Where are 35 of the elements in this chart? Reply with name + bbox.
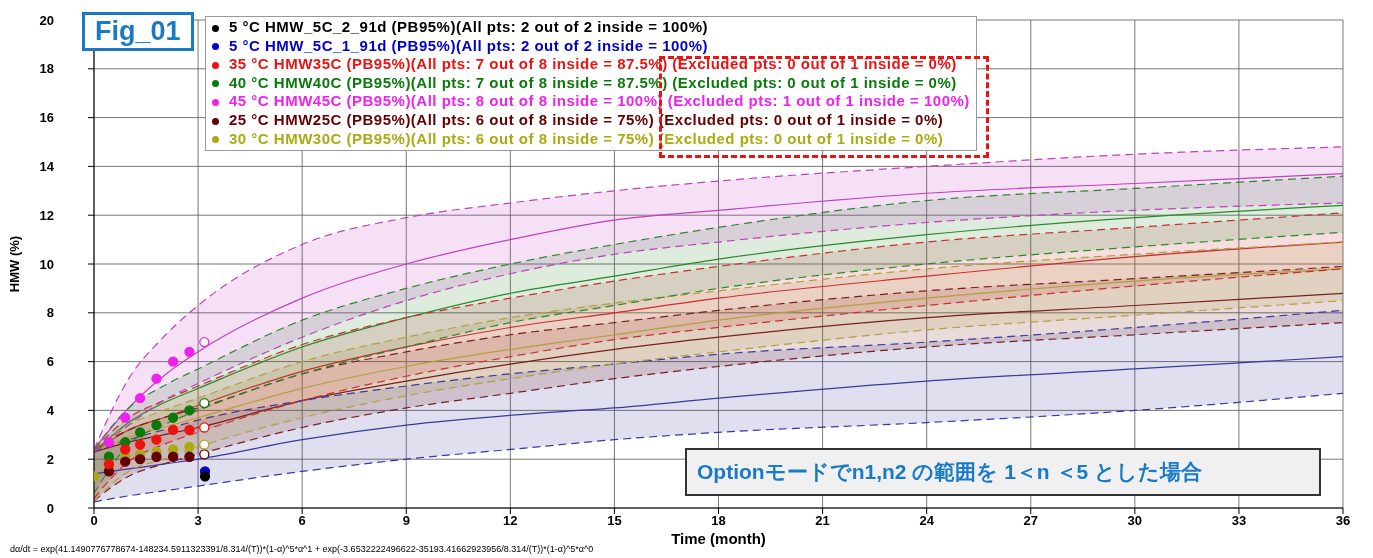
x-tick-label: 33: [1231, 513, 1247, 529]
x-tick-label: 24: [919, 513, 935, 529]
x-tick-label: 6: [298, 513, 306, 529]
y-tick-label: 6: [46, 354, 54, 370]
legend-label: 5 °C HMW_5C_2_91d (PB95%)(All pts: 2 out of 2 inside = 100%): [228, 18, 710, 37]
y-tick-label: 18: [39, 61, 54, 77]
y-tick-label: 4: [46, 403, 55, 419]
x-tick-label: 18: [711, 513, 726, 529]
x-axis-title: Time (month): [671, 530, 766, 547]
x-tick-label: 3: [194, 513, 202, 529]
annotation: Optionモードでn1,n2 の範囲を 1＜n ＜5 とした場合: [697, 459, 1203, 485]
x-tick-label: 27: [1023, 513, 1038, 529]
y-tick-label: 14: [39, 159, 55, 175]
legend-label: 40 °C HMW40C (PB95%)(All pts: 7 out of 8 inside = 87.5%) (Excluded pts: 0 out of 1 inside = 0%): [228, 73, 958, 93]
x-tick-label: 12: [503, 513, 518, 529]
chart-title: Fig_01: [82, 12, 194, 51]
y-axis-title: HMW (%): [6, 235, 22, 293]
x-tick-label: 21: [815, 513, 830, 529]
x-tick-label: 30: [1127, 513, 1143, 529]
legend-label: 5 °C HMW_5C_1_91d (PB95%)(All pts: 2 out of 2 inside = 100%): [228, 36, 710, 56]
x-tick-label: 0: [90, 513, 98, 529]
legend-label: 35 °C HMW35C (PB95%)(All pts: 7 out of 8 inside = 87.5%) (Excluded pts: 0 out of 1 inside = 0%): [228, 55, 958, 74]
y-tick-label: 2: [46, 451, 54, 467]
text: dα/dt = exp(41.1490776778674-148234.5911323391/8.314/(T))*(1-α)^5*α^1 + exp(-3.6532222496622-35193.41662923956/8.314/(T))*(1-α)^5*α^0: [10, 544, 594, 554]
y-tick-label: 12: [39, 207, 54, 223]
legend-label: 30 °C HMW30C (PB95%)(All pts: 6 out of 8 inside = 75%) (Excluded pts: 0 out of 1 inside = 0%): [228, 129, 945, 149]
x-tick-label: 9: [402, 513, 410, 529]
legend-label: 25 °C HMW25C (PB95%)(All pts: 6 out of 8 inside = 75%) (Excluded pts: 0 out of 1 inside = 0%): [228, 110, 945, 130]
y-tick-label: 10: [39, 256, 54, 272]
x-tick-label: 15: [607, 513, 622, 529]
y-tick-label: 16: [39, 110, 54, 126]
y-tick-label: 20: [39, 12, 54, 28]
x-tick-label: 36: [1335, 513, 1351, 529]
y-tick-label: 8: [46, 305, 54, 321]
y-tick-label: 0: [46, 500, 54, 516]
